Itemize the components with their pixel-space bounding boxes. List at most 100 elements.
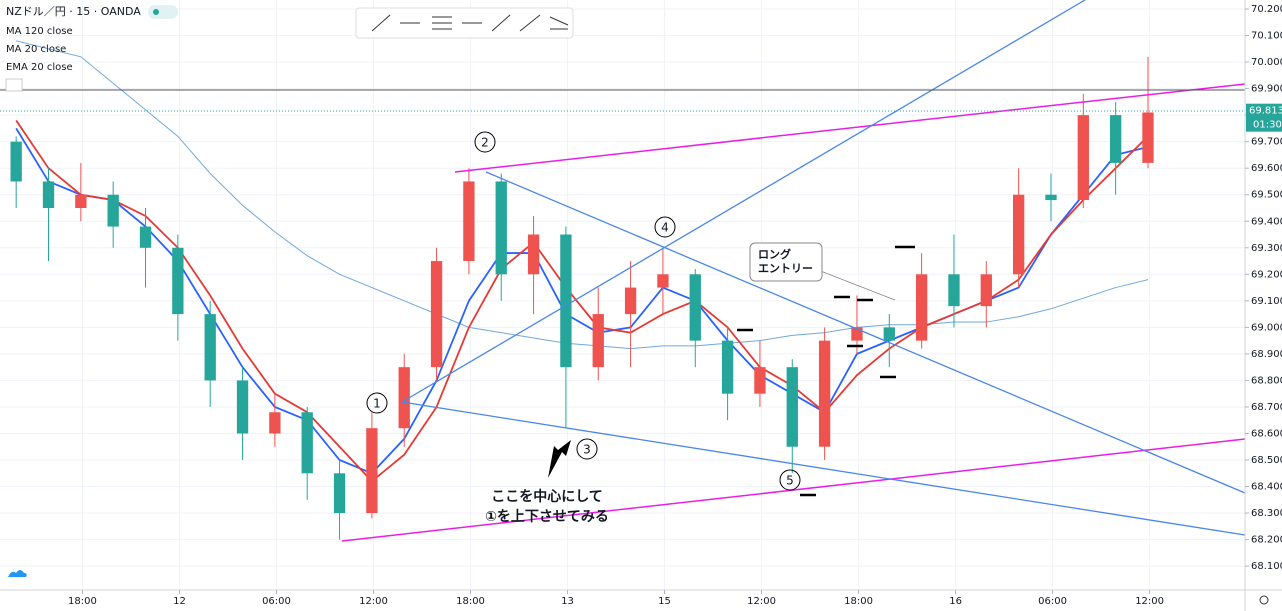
candle-body (301, 412, 313, 474)
candle-body (1077, 115, 1089, 201)
legend-entry: EMA 20 close (6, 62, 73, 73)
x-tick-label: 06:00 (262, 596, 291, 607)
candle-body (689, 274, 701, 341)
y-tick-label: 69.600 (1251, 163, 1282, 174)
circle (654, 216, 676, 238)
note: ここを中心にして (491, 488, 603, 505)
candle-body (527, 234, 540, 275)
x-tick-label: 12:00 (747, 596, 776, 607)
x-tick-label: 18:00 (68, 596, 97, 607)
y-tick-label: 69.500 (1251, 190, 1282, 201)
candle-body (592, 314, 604, 368)
candle-body (430, 261, 443, 368)
candle-body (204, 314, 216, 381)
y-tick-label: 69.100 (1251, 296, 1282, 307)
legend-entry: MA 120 close (6, 26, 73, 37)
candle-body (915, 274, 928, 341)
callout (749, 242, 823, 282)
status-dot (153, 9, 159, 15)
candle-body (624, 287, 637, 315)
y-tick-label: 68.100 (1251, 561, 1282, 572)
y-tick-label: 68.700 (1251, 402, 1282, 413)
x-tick-label: 16 (949, 596, 962, 607)
candle-body (818, 340, 831, 447)
y-tick-label: 68.200 (1251, 535, 1282, 546)
indicator-line (16, 40, 1149, 350)
y-tick-label: 70.200 (1251, 4, 1282, 15)
y-tick-label: 70.100 (1251, 31, 1282, 42)
candle-body (786, 367, 798, 447)
tool-icon[interactable] (371, 14, 391, 32)
candle-body (139, 226, 152, 248)
trendline (485, 171, 1246, 494)
countdown-label: 01:30 (1253, 120, 1282, 131)
point-label: 2 (481, 136, 489, 150)
logo (8, 570, 27, 577)
markers (737, 245, 915, 497)
toolbar (355, 7, 574, 39)
note: ①を上下させてみる (485, 509, 609, 525)
y-tick-label: 68.900 (1251, 349, 1282, 360)
x-tick-label: 15 (658, 596, 671, 607)
circle (474, 131, 496, 153)
x-tick-label: 18:00 (456, 596, 485, 607)
status-badge (148, 5, 178, 19)
y-tick-label: 69.400 (1251, 216, 1282, 227)
candle-body (236, 380, 249, 434)
candle-body (10, 141, 22, 182)
x-tick-label: 18:00 (844, 596, 873, 607)
candle-body (107, 194, 119, 227)
candle-body (333, 473, 346, 514)
y-tick-label: 69.700 (1251, 137, 1282, 148)
candle-body (754, 367, 766, 394)
x-tick-label: 12:00 (1135, 596, 1164, 607)
y-tick-label: 69.200 (1251, 269, 1282, 280)
point-label: 4 (661, 221, 669, 235)
last-price-box (1246, 103, 1282, 132)
last-price-label: 69.813 (1249, 106, 1282, 117)
candle-body (269, 412, 281, 434)
y-tick-label: 68.500 (1251, 455, 1282, 466)
collapse-button[interactable] (5, 78, 23, 92)
candle-body (948, 274, 960, 307)
y-tick-label: 68.600 (1251, 428, 1282, 439)
y-tick-label: 68.300 (1251, 508, 1282, 519)
candle-body (366, 428, 378, 514)
callout-pointer (817, 269, 896, 301)
y-tick-label: 69.000 (1251, 322, 1282, 333)
tool-icon[interactable] (519, 14, 541, 32)
callout-text: エントリー (758, 262, 813, 275)
settings-icon[interactable] (1259, 595, 1269, 605)
point-label: 1 (373, 397, 381, 411)
y-tick-label: 69.300 (1251, 243, 1282, 254)
y-tick-label: 68.800 (1251, 375, 1282, 386)
candle-body (1012, 194, 1025, 275)
candles (10, 56, 1154, 540)
chart-title: NZドル／円 · 15 · OANDA (6, 5, 141, 18)
indicator-line (15, 119, 1149, 483)
x-tick-label: 13 (561, 596, 574, 607)
x-tick-label: 06:00 (1038, 596, 1067, 607)
point-label: 5 (786, 474, 794, 488)
candle-body (1142, 112, 1154, 163)
y-tick-label: 70.000 (1251, 57, 1282, 68)
axes: 68.100 68.200 68.300 68.400 68.500 68.600 68.7… (68, 4, 1282, 607)
x-tick-label: 12:00 (359, 596, 388, 607)
y-tick-label: 69.900 (1251, 84, 1282, 95)
legend-entry: MA 20 close (6, 44, 66, 55)
candle-body (980, 274, 992, 307)
tool-icon[interactable] (549, 16, 569, 26)
candle-body (42, 181, 55, 208)
tool-icon[interactable] (491, 14, 511, 32)
candle-body (883, 327, 895, 341)
circle (366, 392, 388, 414)
trendline (401, 0, 1086, 403)
trendline (401, 401, 1246, 536)
arrow (548, 440, 571, 478)
callout-text: ロング (758, 247, 791, 261)
indicator-lines (15, 40, 1149, 483)
candle-body (721, 340, 734, 394)
candle-body (560, 234, 572, 368)
